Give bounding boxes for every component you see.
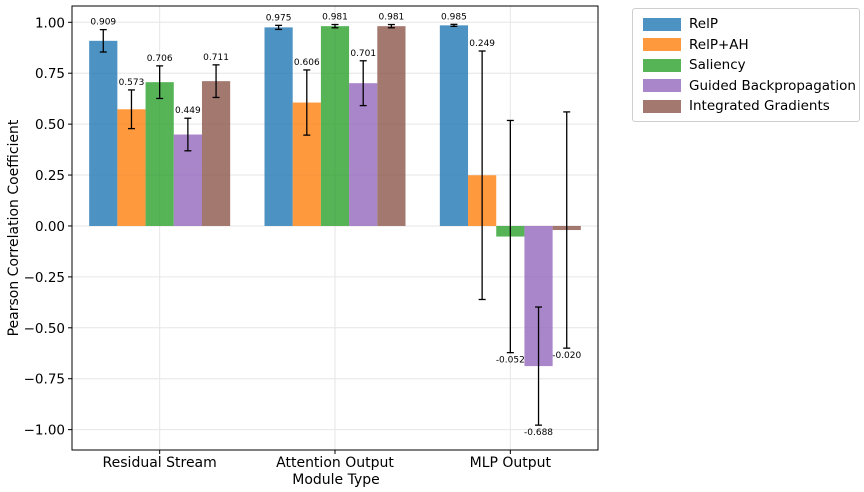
x-tick-label: Attention Output <box>276 455 394 471</box>
legend-label: Saliency <box>689 57 746 74</box>
y-tick-label: 0.50 <box>35 117 65 133</box>
data-label: 0.249 <box>469 39 495 49</box>
axes: −1.00 −0.75 −0.50 −0.25 0.00 0.25 0.50 0.75 1.00… <box>24 5 599 471</box>
legend-label: Guided Backpropagation <box>689 77 856 94</box>
data-label: 0.606 <box>294 58 320 68</box>
y-tick-label: 0.75 <box>35 66 65 82</box>
bar <box>439 25 469 226</box>
legend-item: Guided Backpropagation <box>643 76 859 97</box>
bar <box>377 26 406 226</box>
data-labels: 0.909 0.975 0.985 0.573 0.606 0.249 0.706 0.981… <box>90 12 581 438</box>
y-tick-label: −0.50 <box>24 321 65 337</box>
legend-label: RelP+AH <box>689 36 749 53</box>
legend-label: RelP <box>689 16 718 33</box>
data-label: 0.975 <box>266 13 292 23</box>
bar <box>201 81 231 226</box>
data-label: -0.052 <box>496 356 525 366</box>
plot-frame <box>71 5 599 451</box>
data-label: -0.688 <box>524 428 553 438</box>
data-label: 0.981 <box>379 13 405 23</box>
legend-item: RelP <box>643 14 859 35</box>
y-tick-label: 0.25 <box>35 168 65 184</box>
legend-label: Integrated Gradients <box>689 98 830 115</box>
legend-swatch <box>643 99 681 113</box>
bar <box>349 83 378 226</box>
y-tick-label: 0.00 <box>35 219 65 235</box>
y-tick-label: −0.75 <box>24 372 65 388</box>
legend-swatch <box>643 17 681 31</box>
legend-swatch <box>643 38 681 52</box>
y-tick-label: −1.00 <box>24 423 65 439</box>
data-label: 0.701 <box>350 49 376 59</box>
bar <box>320 26 350 226</box>
y-tick-label: −0.25 <box>24 270 65 286</box>
error-bars <box>99 23 571 426</box>
data-label: 0.449 <box>175 106 201 116</box>
data-label: 0.981 <box>322 13 348 23</box>
legend: RelP RelP+AH Saliency Guided Backpropagatio… <box>632 8 860 122</box>
x-tick-label: Residual Stream <box>103 455 217 471</box>
bar <box>89 40 118 226</box>
data-label: 0.909 <box>90 18 116 28</box>
bar <box>264 27 293 226</box>
legend-item: Integrated Gradients <box>643 96 859 117</box>
bars <box>89 25 581 367</box>
bar <box>145 82 174 226</box>
legend-swatch <box>643 79 681 93</box>
data-label: 0.711 <box>203 53 229 63</box>
legend-item: Saliency <box>643 55 859 76</box>
x-tick-label: MLP Output <box>470 455 552 471</box>
data-label: 0.573 <box>119 78 145 88</box>
x-axis-label: Module Type <box>292 472 380 488</box>
data-label: 0.985 <box>441 12 467 22</box>
legend-item: RelP+AH <box>643 35 859 56</box>
y-tick-label: 1.00 <box>35 15 65 31</box>
data-label: 0.706 <box>147 54 173 64</box>
y-axis-label: Pearson Correlation Coefficient <box>6 119 22 336</box>
legend-swatch <box>643 58 681 72</box>
data-label: -0.020 <box>552 351 581 361</box>
